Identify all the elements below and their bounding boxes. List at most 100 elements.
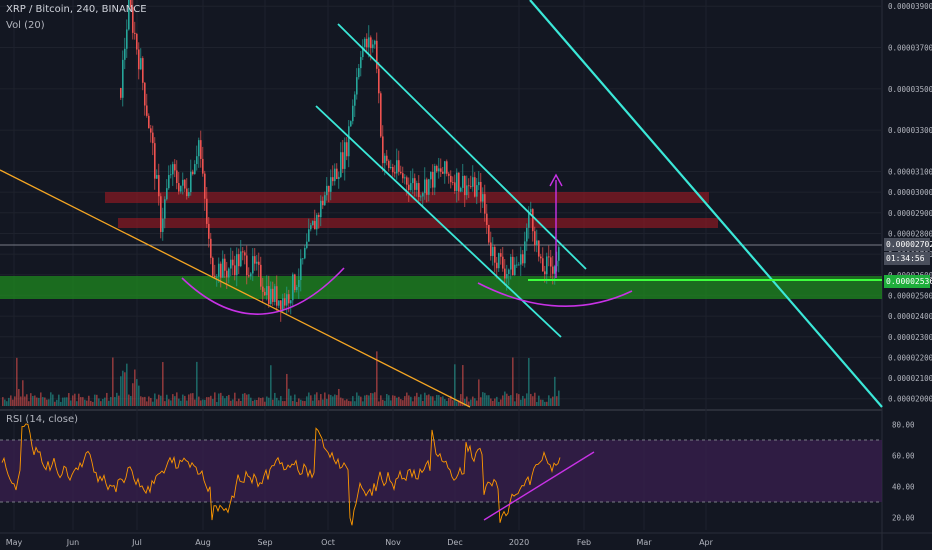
candle-body: [290, 300, 292, 304]
volume-bar: [86, 400, 88, 406]
volume-bar: [114, 397, 116, 406]
candle-body: [218, 263, 220, 277]
rsi-band: [0, 439, 882, 503]
volume-bar: [430, 396, 432, 406]
candle-body: [492, 246, 494, 256]
volume-bar: [450, 395, 452, 406]
candle-body: [376, 40, 378, 69]
candle-body: [490, 242, 492, 256]
volume-bar: [54, 401, 56, 406]
volume-bar: [476, 400, 478, 406]
volume-bar: [446, 401, 448, 406]
volume-bar: [306, 396, 308, 406]
candle-body: [282, 298, 284, 310]
candle-body: [196, 156, 198, 165]
y-tick-label: 0.00003900: [888, 2, 932, 11]
volume-bar: [460, 394, 462, 406]
volume-bar: [498, 401, 500, 406]
volume-bar: [358, 395, 360, 406]
candle-body: [320, 200, 322, 218]
volume-label[interactable]: Vol (20): [6, 20, 45, 31]
rsi-label[interactable]: RSI (14, close): [6, 414, 79, 425]
candle-body: [154, 143, 156, 179]
volume-bar: [68, 393, 70, 406]
candle-body: [388, 160, 390, 169]
rsi-tick-label: 60.00: [892, 451, 915, 460]
volume-bar: [228, 394, 230, 406]
volume-bar: [506, 393, 508, 406]
volume-bar: [84, 399, 86, 406]
candle-body: [552, 266, 554, 274]
x-tick-label: Nov: [385, 538, 401, 547]
volume-bar: [546, 401, 548, 406]
volume-bar: [526, 393, 528, 406]
candle-body: [440, 168, 442, 172]
volume-bar: [290, 395, 292, 406]
candle-body: [262, 286, 264, 292]
candle-body: [206, 198, 208, 224]
volume-bar: [332, 396, 334, 406]
candle-body: [456, 172, 458, 191]
candle-body: [432, 172, 434, 188]
candle-body: [348, 126, 350, 157]
candle-body: [270, 288, 272, 304]
candle-body: [396, 160, 398, 174]
y-tick-label: 0.00003700: [888, 44, 932, 53]
volume-bar: [184, 395, 186, 406]
candle-body: [488, 224, 490, 243]
volume-bar: [382, 399, 384, 406]
volume-bar: [376, 351, 378, 406]
volume-bar: [220, 392, 222, 406]
volume-bar: [552, 396, 554, 406]
candle-body: [318, 214, 320, 218]
symbol-title[interactable]: XRP / Bitcoin, 240, BINANCE: [6, 4, 147, 15]
candle-body: [384, 155, 386, 164]
volume-bar: [340, 397, 342, 406]
volume-bar: [388, 395, 390, 406]
volume-bar: [172, 394, 174, 406]
volume-bar: [256, 399, 258, 406]
volume-bar: [396, 397, 398, 406]
volume-bar: [362, 401, 364, 406]
volume-bar: [508, 395, 510, 406]
volume-bar: [226, 396, 228, 406]
volume-bar: [168, 399, 170, 406]
volume-bar: [48, 399, 50, 406]
candle-body: [360, 57, 362, 69]
volume-bar: [96, 394, 98, 406]
volume-bar: [64, 397, 66, 406]
volume-bar: [20, 396, 22, 406]
candle-body: [530, 209, 532, 213]
volume-bar: [56, 399, 58, 406]
volume-bar: [178, 398, 180, 406]
volume-bar: [218, 393, 220, 406]
candle-body: [166, 188, 168, 200]
volume-bar: [288, 388, 290, 406]
target-arrow-head: [549, 173, 563, 187]
volume-bar: [204, 399, 206, 406]
volume-bar: [326, 398, 328, 406]
volume-bar: [258, 397, 260, 406]
volume-bar: [6, 401, 8, 406]
candle-body: [202, 158, 204, 174]
volume-bar: [440, 396, 442, 406]
volume-bar: [8, 397, 10, 406]
candle-body: [322, 200, 324, 206]
volume-bar: [538, 395, 540, 406]
candle-body: [134, 32, 136, 34]
volume-bar: [496, 396, 498, 406]
candle-body: [150, 128, 152, 133]
x-tick-label: Aug: [195, 538, 211, 547]
candle-body: [550, 257, 552, 267]
candle-body: [274, 286, 276, 302]
candle-body: [480, 181, 482, 202]
volume-bar: [10, 395, 12, 406]
candle-body: [306, 241, 308, 248]
candle-body: [152, 132, 154, 144]
long-term-trendline: [529, 0, 883, 408]
candle-body: [228, 268, 230, 278]
candle-body: [362, 46, 364, 58]
volume-bar: [550, 398, 552, 406]
